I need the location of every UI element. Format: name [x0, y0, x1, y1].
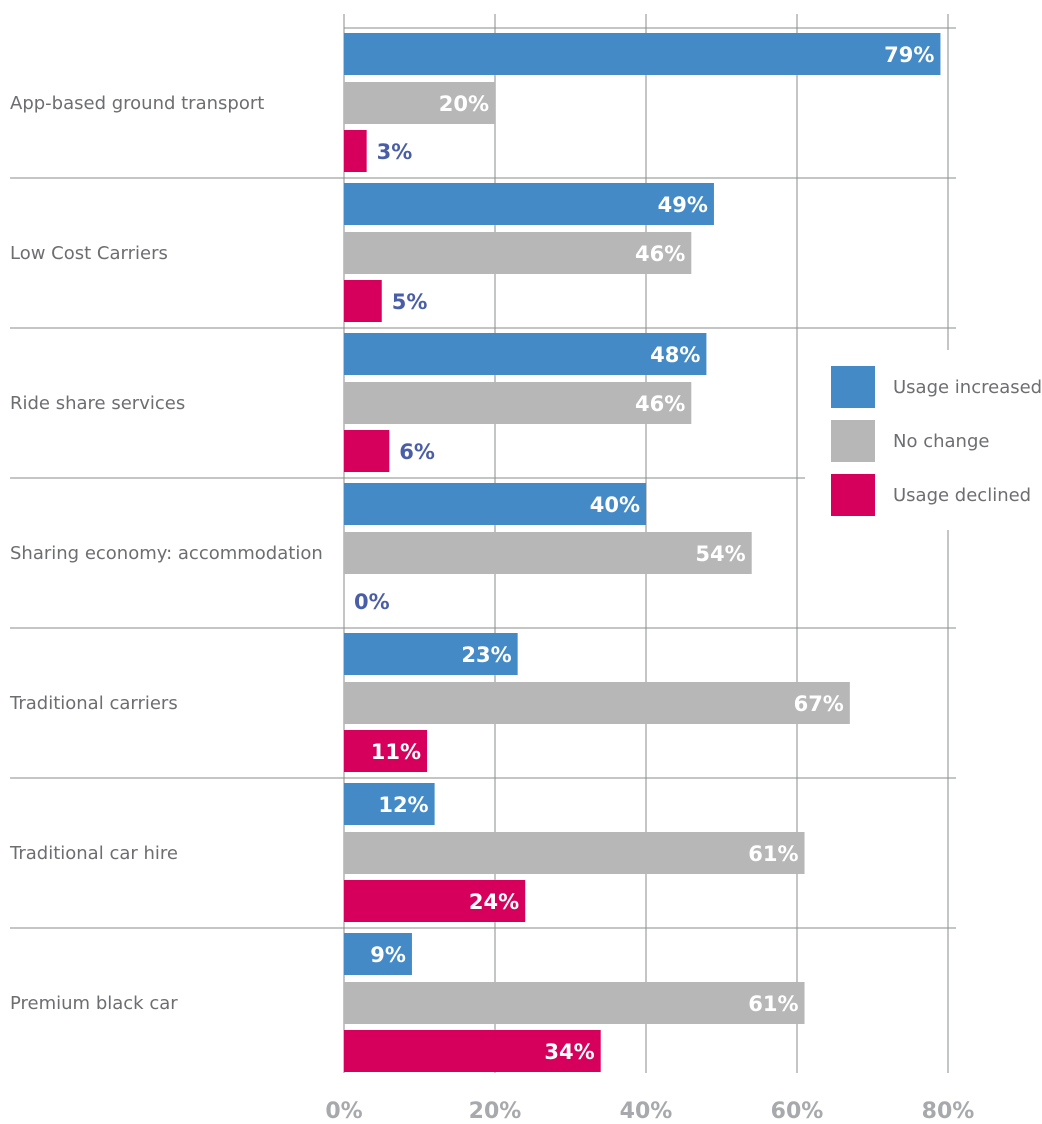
bar [344, 982, 805, 1024]
value-label: 61% [748, 992, 798, 1016]
bar [344, 880, 526, 922]
bar [344, 682, 850, 724]
category-label: App-based ground transport [10, 93, 264, 114]
value-label: 40% [590, 493, 640, 517]
x-tick-label: 60% [771, 1099, 824, 1124]
bar [344, 33, 941, 75]
value-label: 34% [544, 1040, 594, 1064]
value-label: 12% [378, 793, 428, 817]
bar [344, 1030, 601, 1072]
category-separators [10, 27, 956, 929]
category-labels: App-based ground transport Low Cost Carri… [9, 93, 323, 1014]
value-label: 9% [370, 943, 406, 967]
value-label: 20% [439, 92, 489, 116]
bar [344, 483, 646, 525]
x-tick-label: 20% [469, 1099, 522, 1124]
value-label: 11% [371, 740, 421, 764]
bar [344, 183, 714, 225]
legend-label: Usage declined [893, 485, 1031, 506]
value-label: 23% [461, 643, 511, 667]
x-tick-label: 0% [325, 1099, 362, 1124]
value-label: 46% [635, 392, 685, 416]
value-label: 24% [469, 890, 519, 914]
value-label: 61% [748, 842, 798, 866]
legend-label: No change [893, 431, 989, 452]
bar [344, 382, 692, 424]
bar [344, 333, 707, 375]
value-label: 79% [884, 43, 934, 67]
bar [344, 532, 752, 574]
category-label: Traditional car hire [9, 843, 178, 864]
x-axis-tick-labels: 0% 20% 40% 60% 80% [325, 1099, 974, 1124]
bar [344, 783, 435, 825]
value-label: 5% [392, 290, 428, 314]
value-label: 54% [695, 542, 745, 566]
value-labels: 79% 20% 3% 49% 46% 5% 48% 46% 6% 40% 54% 0% 23% 67% 11… [354, 43, 934, 1064]
legend-swatch [831, 366, 875, 408]
bar [344, 730, 428, 772]
value-label: 3% [377, 140, 413, 164]
bar [344, 232, 692, 274]
bars [344, 33, 941, 1072]
category-label: Low Cost Carriers [10, 243, 168, 264]
category-label: Ride share services [10, 393, 185, 414]
legend-swatch [831, 420, 875, 462]
bar [344, 130, 367, 172]
value-label: 6% [399, 440, 435, 464]
bar [344, 933, 412, 975]
legend-swatch [831, 474, 875, 516]
bar [344, 82, 495, 124]
value-label: 48% [650, 343, 700, 367]
value-label: 67% [794, 692, 844, 716]
legend: Usage increased No change Usage declined [805, 350, 1042, 530]
bar [344, 633, 518, 675]
value-label: 0% [354, 590, 390, 614]
bar [344, 430, 390, 472]
bar [344, 832, 805, 874]
category-label: Sharing economy: accommodation [10, 543, 323, 564]
legend-label: Usage increased [893, 377, 1042, 398]
category-label: Traditional carriers [9, 693, 178, 714]
category-label: Premium black car [10, 993, 178, 1014]
x-tick-label: 40% [620, 1099, 673, 1124]
value-label: 49% [658, 193, 708, 217]
value-label: 46% [635, 242, 685, 266]
bar [344, 280, 382, 322]
x-tick-label: 80% [922, 1099, 975, 1124]
